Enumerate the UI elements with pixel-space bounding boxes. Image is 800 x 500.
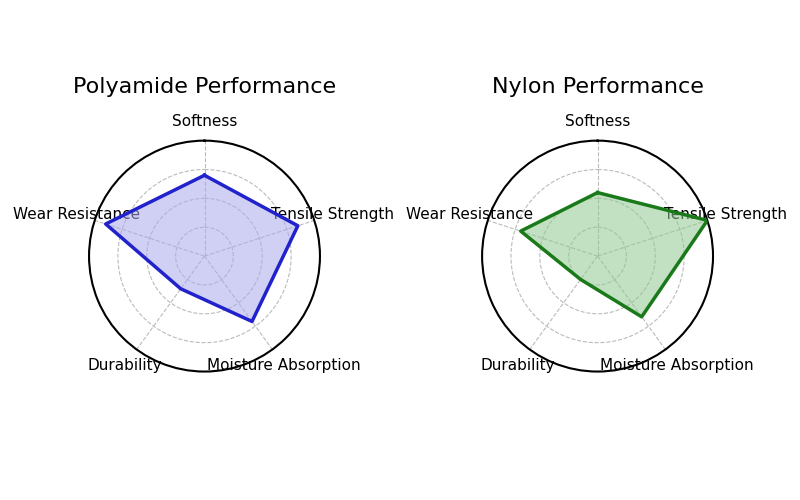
Title: Nylon Performance: Nylon Performance	[492, 77, 703, 97]
Polygon shape	[106, 176, 298, 322]
Title: Polyamide Performance: Polyamide Performance	[73, 77, 336, 97]
Polygon shape	[521, 192, 707, 317]
